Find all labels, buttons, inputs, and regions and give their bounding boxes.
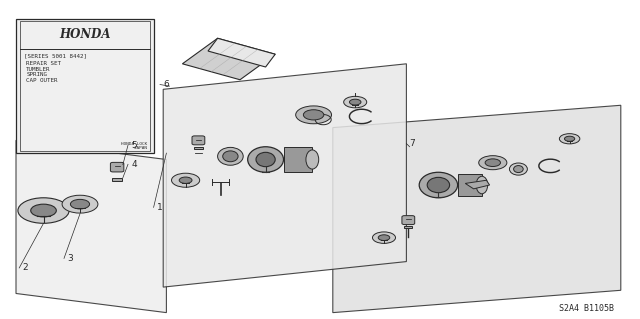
Circle shape — [303, 110, 324, 120]
Text: 5: 5 — [131, 141, 137, 150]
Polygon shape — [163, 64, 406, 287]
Circle shape — [349, 99, 361, 105]
Text: 7: 7 — [410, 139, 415, 148]
Circle shape — [70, 199, 90, 209]
Circle shape — [296, 106, 332, 124]
FancyBboxPatch shape — [110, 162, 124, 172]
Bar — [194, 147, 203, 149]
Ellipse shape — [428, 177, 450, 193]
Ellipse shape — [514, 166, 524, 173]
Circle shape — [378, 235, 390, 241]
Circle shape — [31, 204, 56, 217]
Circle shape — [485, 159, 500, 167]
Text: CAP OUTER: CAP OUTER — [26, 78, 58, 83]
Circle shape — [172, 173, 200, 187]
Ellipse shape — [306, 150, 319, 169]
Bar — [20, 21, 150, 151]
FancyBboxPatch shape — [284, 147, 312, 172]
FancyBboxPatch shape — [402, 216, 415, 225]
Bar — [16, 19, 154, 153]
Text: 1: 1 — [157, 203, 163, 212]
Text: 4: 4 — [131, 160, 137, 169]
Circle shape — [18, 198, 69, 223]
Polygon shape — [208, 38, 275, 67]
Text: SPRING: SPRING — [26, 72, 47, 78]
Text: REPAIR SET: REPAIR SET — [26, 61, 61, 66]
FancyBboxPatch shape — [458, 174, 482, 196]
Text: TUMBLER: TUMBLER — [26, 67, 51, 72]
FancyBboxPatch shape — [192, 136, 205, 145]
Circle shape — [62, 195, 98, 213]
Polygon shape — [465, 180, 490, 189]
Ellipse shape — [509, 163, 527, 175]
Ellipse shape — [256, 152, 275, 167]
Circle shape — [564, 136, 575, 141]
Circle shape — [344, 96, 367, 108]
Circle shape — [372, 232, 396, 243]
Ellipse shape — [223, 151, 238, 162]
Text: 3: 3 — [67, 254, 73, 263]
Text: S2A4 B1105B: S2A4 B1105B — [559, 304, 614, 313]
Polygon shape — [333, 105, 621, 313]
Text: 2: 2 — [22, 263, 28, 272]
Polygon shape — [182, 38, 275, 80]
Circle shape — [559, 134, 580, 144]
Ellipse shape — [419, 172, 458, 198]
Circle shape — [179, 177, 192, 183]
Text: HONDA LOCK
   JAPAN: HONDA LOCK JAPAN — [121, 142, 147, 150]
Bar — [112, 179, 122, 181]
Ellipse shape — [476, 176, 488, 194]
Bar — [404, 226, 413, 228]
Ellipse shape — [218, 147, 243, 165]
Polygon shape — [16, 140, 166, 313]
Circle shape — [479, 156, 507, 170]
Text: 6: 6 — [163, 80, 169, 89]
Text: HONDA: HONDA — [59, 28, 111, 41]
Ellipse shape — [248, 147, 284, 172]
Text: [SERIES 5001 8442]: [SERIES 5001 8442] — [24, 53, 86, 58]
